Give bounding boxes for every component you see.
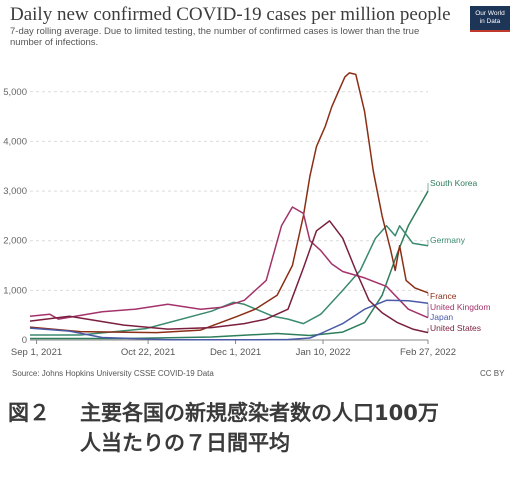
x-tick-label: Jan 10, 2022 (296, 347, 351, 358)
x-tick-label: Oct 22, 2021 (121, 347, 175, 358)
series-label-germany: Germany (430, 235, 466, 245)
caption-line-1: 主要各国の新規感染者数の人口100万 (80, 401, 439, 425)
chart-title: Daily new confirmed COVID-19 cases per m… (10, 4, 451, 25)
series-label-united-states: United States (430, 323, 481, 333)
y-tick-label: 4,000 (3, 136, 27, 147)
series-label-united-kingdom: United Kingdom (430, 302, 490, 312)
logo-line-1: Our World (475, 10, 505, 17)
series-line-japan (29, 299, 429, 341)
series-layer (29, 72, 429, 341)
source-note: Source: Johns Hopkins University CSSE CO… (12, 369, 214, 378)
x-tick-label: Dec 1, 2021 (210, 347, 261, 358)
series-line-germany (30, 225, 429, 336)
x-axis: Sep 1, 2021 Oct 22, 2021 Dec 1, 2021 Jan 10… (11, 340, 456, 358)
y-axis: 0 1,000 2,000 3,000 4,000 5,000 (3, 87, 27, 346)
line-chart: 0 1,000 2,000 3,000 4,000 5,000 Sep 1, 2021 Oc… (3, 72, 490, 358)
series-line-united-kingdom (29, 206, 429, 320)
series-line-south-korea (30, 190, 429, 340)
figure-caption: 図２ 主要各国の新規感染者数の人口100万 人当たりの７日間平均 (8, 398, 523, 458)
grid-layer (30, 91, 428, 341)
y-tick-label: 5,000 (3, 87, 27, 98)
series-label-france: France (430, 291, 457, 301)
license-label: CC BY (480, 369, 505, 378)
y-tick-label: 2,000 (3, 236, 27, 247)
x-tick-label: Feb 27, 2022 (400, 347, 456, 358)
series-label-south-korea: South Korea (430, 178, 478, 188)
chart-subtitle: 7-day rolling average. Due to limited te… (10, 26, 420, 48)
series-line-united-states (29, 220, 429, 334)
logo-stripe (470, 30, 510, 32)
series-label-japan: Japan (430, 312, 453, 322)
figure-label: 図２ (8, 401, 50, 425)
y-tick-label: 3,000 (3, 186, 27, 197)
y-tick-label: 1,000 (3, 285, 27, 296)
y-tick-label: 0 (22, 335, 27, 346)
owid-logo: Our World in Data (470, 6, 510, 32)
series-line-france (29, 72, 429, 334)
logo-line-2: in Data (479, 18, 501, 25)
caption-line-2: 人当たりの７日間平均 (80, 431, 290, 455)
x-tick-label: Sep 1, 2021 (11, 347, 62, 358)
